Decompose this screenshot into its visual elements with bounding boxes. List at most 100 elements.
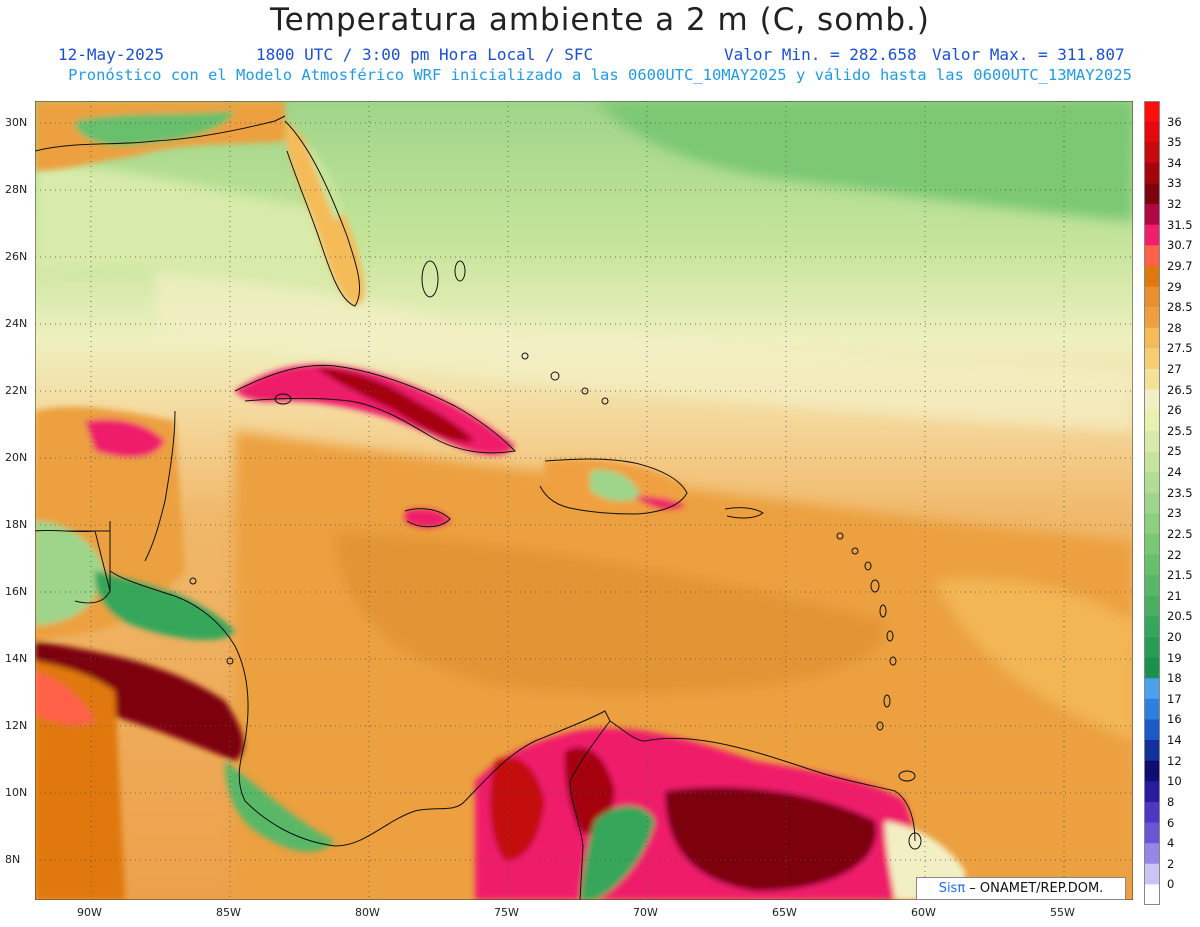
colorbar-label: 20.5 bbox=[1167, 609, 1193, 624]
colorbar-label: 10 bbox=[1167, 774, 1182, 789]
lat-label: 24N bbox=[5, 317, 28, 330]
colorbar-swatch bbox=[1144, 719, 1160, 741]
colorbar-swatch bbox=[1144, 204, 1160, 226]
lon-label: 80W bbox=[355, 906, 380, 919]
lat-label: 28N bbox=[5, 183, 28, 196]
lat-label: 20N bbox=[5, 451, 28, 464]
map-title: Temperatura ambiente a 2 m (C, somb.) bbox=[270, 2, 930, 38]
colorbar-label: 36 bbox=[1167, 114, 1182, 129]
colorbar-swatch bbox=[1144, 101, 1160, 123]
colorbar-swatch bbox=[1144, 740, 1160, 762]
colorbar-swatch bbox=[1144, 616, 1160, 638]
lat-label: 16N bbox=[5, 585, 28, 598]
lon-label: 90W bbox=[77, 906, 102, 919]
colorbar-label: 29.7 bbox=[1167, 258, 1193, 273]
lat-label: 10N bbox=[5, 786, 28, 799]
colorbar-swatch bbox=[1144, 637, 1160, 659]
colorbar-label: 2 bbox=[1167, 856, 1175, 871]
colorbar-swatch bbox=[1144, 657, 1160, 679]
credit-box: Sisπ – ONAMET/REP.DOM. bbox=[916, 877, 1126, 900]
colorbar-swatch bbox=[1144, 389, 1160, 411]
colorbar-label: 4 bbox=[1167, 836, 1175, 851]
lon-label: 75W bbox=[494, 906, 519, 919]
lat-label: 14N bbox=[5, 652, 28, 665]
credit-text: – ONAMET/REP.DOM. bbox=[965, 881, 1104, 896]
colorbar-swatch bbox=[1144, 142, 1160, 164]
lat-label: 26N bbox=[5, 250, 28, 263]
colorbar-swatch bbox=[1144, 554, 1160, 576]
lat-label: 22N bbox=[5, 384, 28, 397]
lat-label: 18N bbox=[5, 518, 28, 531]
colorbar-swatch bbox=[1144, 245, 1160, 267]
colorbar-label: 34 bbox=[1167, 155, 1182, 170]
colorbar-swatch bbox=[1144, 327, 1160, 349]
colorbar-label: 29 bbox=[1167, 279, 1182, 294]
colorbar-swatch bbox=[1144, 884, 1160, 905]
colorbar-label: 22.5 bbox=[1167, 526, 1193, 541]
colorbar-label: 26 bbox=[1167, 403, 1182, 418]
colorbar-swatch bbox=[1144, 430, 1160, 452]
colorbar-label: 24 bbox=[1167, 465, 1182, 480]
colorbar-label: 8 bbox=[1167, 794, 1175, 809]
colorbar-swatch bbox=[1144, 492, 1160, 514]
colorbar-label: 19 bbox=[1167, 650, 1182, 665]
colorbar-label: 26.5 bbox=[1167, 382, 1193, 397]
colorbar-swatch bbox=[1144, 348, 1160, 370]
colorbar bbox=[1144, 101, 1160, 905]
colorbar-label: 16 bbox=[1167, 712, 1182, 727]
colorbar-swatch bbox=[1144, 698, 1160, 720]
colorbar-swatch bbox=[1144, 224, 1160, 246]
lat-label: 8N bbox=[5, 853, 21, 866]
colorbar-label: 18 bbox=[1167, 671, 1182, 686]
colorbar-swatch bbox=[1144, 121, 1160, 143]
lon-label: 70W bbox=[633, 906, 658, 919]
colorbar-label: 20 bbox=[1167, 630, 1182, 644]
lat-label: 30N bbox=[5, 116, 28, 129]
colorbar-swatch bbox=[1144, 801, 1160, 824]
colorbar-swatch bbox=[1144, 472, 1160, 494]
colorbar-label: 23 bbox=[1167, 506, 1182, 521]
colorbar-swatch bbox=[1144, 265, 1160, 288]
colorbar-swatch bbox=[1144, 533, 1160, 556]
forecast-time: 1800 UTC / 3:00 pm Hora Local / SFC bbox=[256, 45, 594, 64]
forecast-date: 12-May-2025 bbox=[58, 45, 164, 64]
colorbar-label: 21 bbox=[1167, 588, 1182, 603]
colorbar-swatch bbox=[1144, 451, 1160, 473]
colorbar-swatch bbox=[1144, 863, 1160, 885]
colorbar-swatch bbox=[1144, 678, 1160, 700]
colorbar-label: 35 bbox=[1167, 135, 1182, 150]
colorbar-swatch bbox=[1144, 513, 1160, 535]
colorbar-swatch bbox=[1144, 843, 1160, 865]
colorbar-label: 0 bbox=[1167, 877, 1175, 892]
colorbar-label: 31.5 bbox=[1167, 217, 1193, 232]
colorbar-swatch bbox=[1144, 410, 1160, 432]
colorbar-label: 23.5 bbox=[1167, 485, 1193, 500]
lon-label: 65W bbox=[772, 906, 797, 919]
min-value: Valor Min. = 282.658 bbox=[724, 45, 917, 64]
colorbar-label: 27.5 bbox=[1167, 341, 1193, 356]
forecast-info: Pronóstico con el Modelo Atmosférico WRF… bbox=[68, 66, 1132, 84]
lon-label: 60W bbox=[911, 906, 936, 919]
colorbar-swatch bbox=[1144, 760, 1160, 782]
colorbar-label: 21.5 bbox=[1167, 568, 1193, 583]
colorbar-label: 32 bbox=[1167, 197, 1182, 212]
colorbar-frame bbox=[1144, 101, 1160, 905]
colorbar-swatch bbox=[1144, 575, 1160, 597]
colorbar-swatch bbox=[1144, 822, 1160, 844]
colorbar-label: 28.5 bbox=[1167, 300, 1193, 315]
colorbar-label: 14 bbox=[1167, 733, 1182, 748]
colorbar-swatch bbox=[1144, 595, 1160, 617]
sispi-logo: Sisπ bbox=[938, 881, 966, 896]
colorbar-swatch bbox=[1144, 307, 1160, 329]
colorbar-label: 27 bbox=[1167, 362, 1182, 376]
colorbar-swatch bbox=[1144, 781, 1160, 803]
max-value: Valor Max. = 311.807 bbox=[932, 45, 1125, 64]
colorbar-label: 25 bbox=[1167, 444, 1182, 459]
colorbar-label: 30.7 bbox=[1167, 238, 1193, 253]
colorbar-swatch bbox=[1144, 162, 1160, 184]
lat-label: 12N bbox=[5, 719, 28, 732]
lon-label: 85W bbox=[216, 906, 241, 919]
colorbar-label: 12 bbox=[1167, 753, 1182, 768]
lon-label: 55W bbox=[1050, 906, 1075, 919]
colorbar-swatch bbox=[1144, 183, 1160, 205]
